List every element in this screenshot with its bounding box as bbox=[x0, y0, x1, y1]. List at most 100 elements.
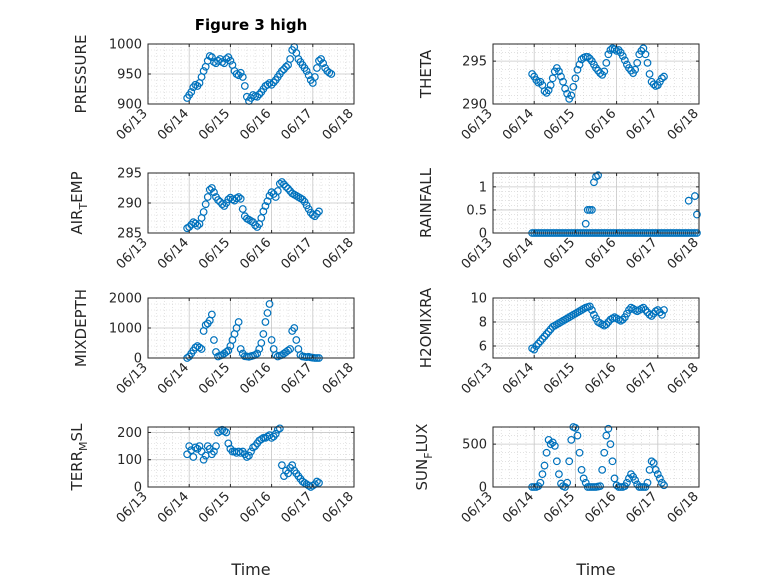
y-tick-label: 290 bbox=[462, 98, 487, 113]
x-tick-label: 06/14 bbox=[500, 489, 537, 526]
data-point bbox=[602, 320, 611, 329]
data-point bbox=[639, 303, 648, 312]
subplot-5: 0 1000 2000 06/13 06/14 06/15 06/16 06/17 06/18 M… bbox=[72, 289, 357, 397]
data-point bbox=[199, 67, 208, 75]
data-point bbox=[555, 67, 563, 76]
data-point bbox=[313, 477, 321, 486]
data-point bbox=[236, 194, 245, 203]
data-point bbox=[191, 219, 200, 228]
x-tick-label: 06/18 bbox=[320, 235, 357, 272]
data-point bbox=[218, 200, 227, 209]
data-point bbox=[275, 179, 284, 188]
data-point bbox=[199, 208, 208, 216]
x-tick-label: 06/17 bbox=[624, 360, 661, 397]
x-axis-label: Time bbox=[230, 560, 270, 579]
y-axis-label: RAINFALL bbox=[417, 167, 435, 238]
x-tick-label: 06/14 bbox=[155, 235, 192, 272]
data-point bbox=[220, 427, 229, 435]
data-point bbox=[251, 221, 260, 230]
data-point bbox=[645, 70, 654, 78]
data-point bbox=[600, 448, 609, 457]
y-tick-label: 0 bbox=[134, 352, 142, 367]
data-point bbox=[641, 50, 650, 59]
x-tick-label: 06/15 bbox=[541, 360, 578, 397]
data-point bbox=[577, 465, 586, 474]
data-point bbox=[280, 65, 288, 74]
x-tick-label: 06/15 bbox=[196, 106, 233, 143]
data-point bbox=[690, 192, 699, 200]
data-point bbox=[212, 442, 220, 450]
data-point bbox=[327, 70, 336, 78]
x-tick-label: 06/16 bbox=[237, 360, 274, 397]
data-point bbox=[249, 443, 257, 452]
data-point bbox=[302, 67, 311, 75]
data-point bbox=[278, 67, 286, 75]
data-point bbox=[540, 332, 549, 341]
data-point bbox=[532, 342, 541, 350]
data-point bbox=[310, 73, 319, 81]
data-point bbox=[604, 50, 613, 59]
data-point bbox=[191, 443, 200, 452]
data-point bbox=[265, 79, 274, 87]
y-tick-label: 0.5 bbox=[466, 203, 487, 218]
subplot-8: 0 500 06/13 06/14 06/15 06/16 06/17 06/18 SUNFLU… bbox=[413, 423, 702, 579]
data-point bbox=[651, 465, 660, 474]
data-point bbox=[602, 58, 611, 67]
data-point bbox=[238, 73, 247, 81]
data-point bbox=[226, 56, 235, 65]
data-point bbox=[261, 202, 270, 210]
y-tick-label: 290 bbox=[117, 197, 142, 212]
data-point bbox=[273, 187, 282, 195]
x-tick-label: 06/18 bbox=[665, 489, 702, 526]
data-point bbox=[315, 56, 323, 65]
data-point bbox=[238, 205, 247, 213]
x-tick-label: 06/16 bbox=[237, 235, 274, 272]
data-point bbox=[565, 457, 574, 466]
data-point bbox=[563, 89, 572, 98]
data-point bbox=[313, 64, 321, 72]
data-point bbox=[193, 221, 202, 230]
x-tick-label: 06/18 bbox=[665, 106, 702, 143]
data-point bbox=[620, 56, 629, 65]
data-point bbox=[286, 55, 295, 63]
data-point bbox=[559, 77, 567, 86]
data-point bbox=[253, 349, 262, 358]
plot-area bbox=[493, 173, 699, 233]
data-point bbox=[236, 449, 245, 457]
y-axis-label: AIRTEMP bbox=[68, 171, 90, 234]
data-point bbox=[315, 207, 323, 216]
x-tick-label: 06/18 bbox=[320, 106, 357, 143]
x-tick-label: 06/17 bbox=[624, 106, 661, 143]
data-point bbox=[265, 300, 274, 308]
data-point bbox=[600, 67, 609, 76]
x-tick-label: 06/14 bbox=[500, 235, 537, 272]
data-point bbox=[298, 195, 307, 204]
data-point bbox=[317, 55, 325, 63]
data-point bbox=[273, 425, 282, 434]
x-tick-label: 06/18 bbox=[320, 360, 357, 397]
x-tick-label: 06/18 bbox=[665, 360, 702, 397]
data-point bbox=[567, 435, 576, 444]
data-point bbox=[569, 82, 578, 91]
data-point bbox=[548, 74, 557, 83]
data-point bbox=[207, 184, 216, 192]
data-point bbox=[308, 481, 317, 490]
data-point bbox=[538, 470, 547, 479]
data-point bbox=[234, 193, 243, 201]
data-point bbox=[575, 448, 584, 457]
y-axis-label: THETA bbox=[417, 49, 435, 99]
data-point bbox=[240, 82, 249, 90]
data-point bbox=[540, 87, 549, 96]
x-tick-label: 06/17 bbox=[279, 106, 316, 143]
x-tick-label: 06/16 bbox=[582, 106, 619, 143]
data-point bbox=[253, 92, 262, 101]
axes-box bbox=[492, 172, 700, 234]
data-point bbox=[205, 185, 214, 194]
data-point bbox=[658, 310, 666, 319]
data-point bbox=[534, 339, 543, 348]
data-point bbox=[284, 184, 292, 193]
data-point bbox=[222, 428, 231, 437]
data-point bbox=[546, 440, 555, 449]
